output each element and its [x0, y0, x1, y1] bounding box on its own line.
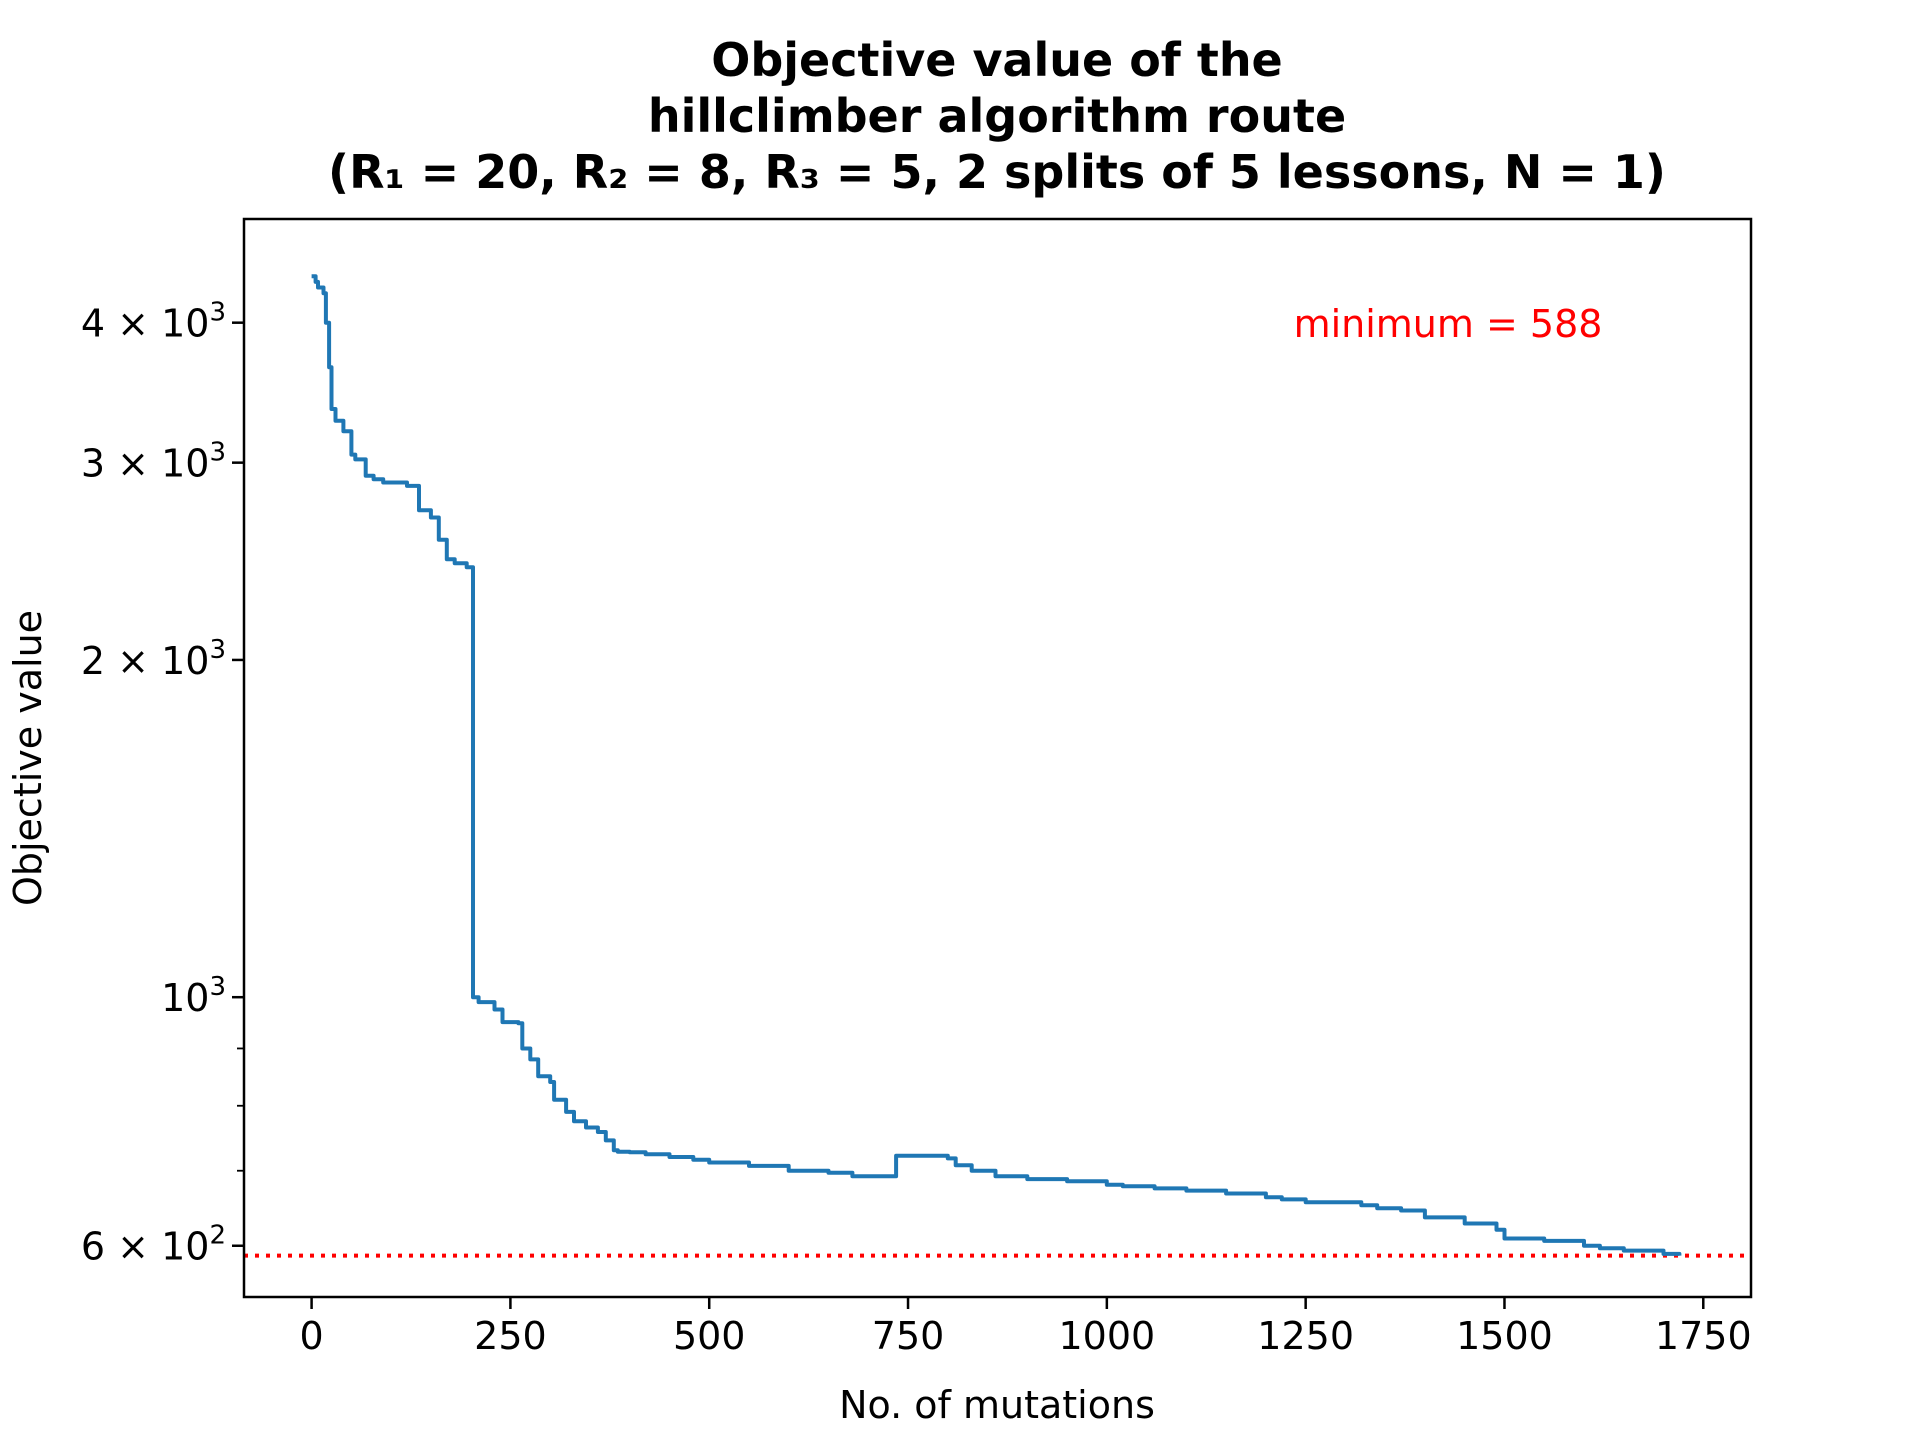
y-tick-label: 6 × 102 — [81, 1221, 226, 1269]
y-axis-ticks: 6 × 102 103 2 × 103 3 × 103 4 × 103 — [81, 298, 244, 1269]
plot-frame — [242, 217, 1753, 1299]
x-tick-label: 500 — [673, 1314, 746, 1358]
x-tick-label: 1000 — [1058, 1314, 1155, 1358]
x-tick-label: 1750 — [1655, 1314, 1752, 1358]
objective-value-series-line — [311, 274, 1682, 1256]
x-tick-label: 750 — [872, 1314, 945, 1358]
chart-title: Objective value of the hillclimber algor… — [328, 33, 1666, 199]
x-axis-ticks: 0 250 500 750 1000 1250 1500 1750 — [300, 1297, 1752, 1358]
x-axis-label: No. of mutations — [839, 1383, 1155, 1427]
chart-title-line-2: hillclimber algorithm route — [648, 89, 1346, 143]
y-tick-label: 2 × 103 — [81, 635, 226, 683]
x-tick-label: 1500 — [1456, 1314, 1553, 1358]
chart-title-line-3: (R₁ = 20, R₂ = 8, R₃ = 5, 2 splits of 5 … — [328, 145, 1666, 199]
chart-title-line-1: Objective value of the — [711, 33, 1283, 87]
plot-area — [244, 274, 1751, 1258]
x-tick-label: 0 — [300, 1314, 324, 1358]
y-tick-label: 4 × 103 — [81, 298, 226, 346]
y-tick-label: 103 — [161, 972, 226, 1020]
minimum-annotation: minimum = 588 — [1294, 302, 1603, 346]
x-tick-label: 250 — [474, 1314, 547, 1358]
y-tick-label: 3 × 103 — [81, 438, 226, 486]
y-axis-label: Objective value — [6, 610, 50, 906]
x-tick-label: 1250 — [1257, 1314, 1354, 1358]
